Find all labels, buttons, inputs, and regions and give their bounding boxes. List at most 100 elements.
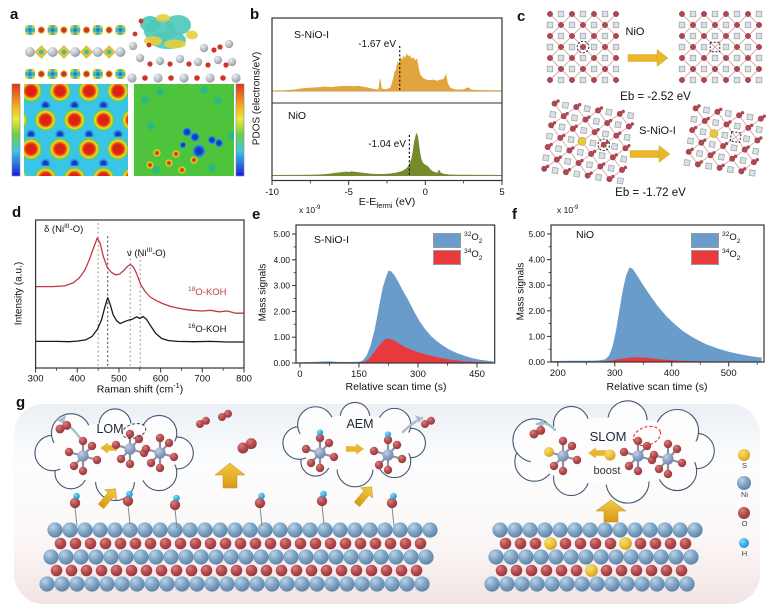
slab-ni-atom [54, 576, 70, 592]
oxygen-site-tilt [571, 146, 575, 150]
nickel-site [545, 132, 554, 140]
plot-frame [550, 224, 765, 363]
legend-swatch-32o2 [433, 233, 461, 248]
oxygen-ligand [164, 438, 174, 448]
oxygen-site-tilt [545, 164, 550, 168]
nickel-site [752, 147, 760, 155]
oxygen-site-tilt [697, 104, 701, 108]
atom-dot [106, 49, 112, 55]
slab-o-atom [54, 537, 67, 550]
oxygen-ligand [69, 461, 79, 471]
dems-e-y-axis-label: Mass signals [257, 263, 269, 322]
pdos-x-axis-label-main: E-E [358, 196, 377, 208]
oxygen-site-tilt [552, 121, 557, 125]
oxygen-site [694, 161, 701, 168]
transfer-arrow-head [537, 419, 544, 428]
tick-label: 600 [153, 374, 169, 385]
sulfur-ligand [544, 447, 554, 457]
nickel-site [755, 10, 763, 18]
slab-ni-atom [672, 522, 688, 538]
nickel-site [678, 65, 686, 73]
raman-xlabel-main: Raman shift (cm [96, 383, 174, 396]
charge-peak [164, 195, 189, 197]
slom-dashed-ellipse [632, 425, 662, 447]
oxygen-site [741, 146, 748, 153]
slab-ni-atom [559, 576, 575, 592]
slab-o-atom [320, 564, 333, 577]
nickel-site [557, 32, 565, 40]
mechanism-aem-label: AEM [346, 417, 374, 431]
nickel-site [614, 121, 622, 129]
nickel-site [564, 157, 572, 165]
label-18-sup: 18 [188, 286, 196, 293]
dems-area-34O2 [552, 357, 762, 362]
nickel-site [748, 169, 756, 177]
sulfur-dopant [709, 129, 719, 138]
panel-label-f: f [512, 206, 517, 223]
slab-ni-atom [492, 522, 508, 538]
oxygen-site [566, 147, 573, 154]
oxygen-ligand [549, 461, 559, 471]
oxygen-atom [168, 75, 174, 81]
slab-ni-atom [137, 522, 153, 538]
slab-ni-atom [589, 576, 605, 592]
nickel-site [598, 152, 606, 160]
slab-ni-atom [627, 522, 643, 538]
panel-label-a: a [10, 6, 19, 23]
oxygen-site-tilt [549, 142, 553, 147]
panel-c-lattice-illustration [541, 10, 766, 185]
oxygen-site [580, 44, 586, 50]
oxygen-atom [217, 44, 223, 50]
slab-o-atom [170, 564, 183, 577]
oxygen-site-tilt [574, 124, 578, 128]
panel-f-dems-chart: 0.00 1.00 2.00 3.00 4.00 5.00 200 300 400 500 [528, 224, 765, 379]
pdos-x-axis-label-sub: fermi [376, 201, 393, 211]
oxygen-ligand [654, 464, 664, 474]
oxygen-site [613, 11, 619, 17]
nickel-site [733, 10, 741, 18]
nickel-site [561, 101, 570, 109]
slab-ni-atom [69, 576, 85, 592]
oxygen-atom [82, 70, 91, 78]
raman-curve [35, 237, 244, 314]
feature-blue [207, 135, 217, 145]
slab-ni-atom [414, 576, 430, 592]
nu-main: ν (Ni [127, 248, 147, 260]
oxygen-site [551, 100, 558, 107]
oxygen-site [573, 104, 580, 110]
o2-molecule [202, 416, 210, 425]
slab-o-atom [80, 564, 93, 577]
oxygen-site [613, 132, 620, 139]
charge-peak [76, 136, 102, 162]
dems-f-x-axis-label: Relative scan time (s) [606, 381, 708, 393]
oxygen-site-tilt [749, 123, 754, 128]
oxygen-site [604, 120, 611, 127]
oxygen-site [745, 55, 751, 61]
tick-label: 400 [664, 368, 680, 379]
tick-label: 2.00 [273, 306, 290, 316]
step-arrow [596, 450, 606, 456]
oxygen-site-tilt [605, 140, 609, 144]
nickel-center [154, 447, 166, 459]
oxygen-site [690, 44, 696, 50]
oxygen-site-tilt [556, 99, 560, 103]
slab-ni-atom [567, 522, 583, 538]
nickel-site [589, 139, 597, 147]
vacancy-dashed-square [729, 130, 742, 144]
oxygen-site [544, 144, 551, 150]
slab-ni-atom [623, 549, 639, 565]
oxygen-site [734, 66, 740, 72]
dems-e-scale-label: x 10-9 [299, 205, 320, 215]
slab-o-atom [574, 537, 587, 550]
panel-b-pdos-chart: -10 -5 0 5 [265, 17, 505, 198]
l34-main: O [471, 249, 479, 261]
slab-o-atom [540, 564, 553, 577]
oxygen-site [754, 137, 761, 144]
oxygen-site [745, 124, 752, 131]
feature-hot [145, 160, 155, 170]
o2-molecule [237, 442, 249, 454]
nickel-center [662, 453, 674, 465]
slab-ni-atom [343, 549, 359, 565]
feature-teal [146, 121, 156, 131]
oxygen-site-tilt [608, 118, 613, 123]
